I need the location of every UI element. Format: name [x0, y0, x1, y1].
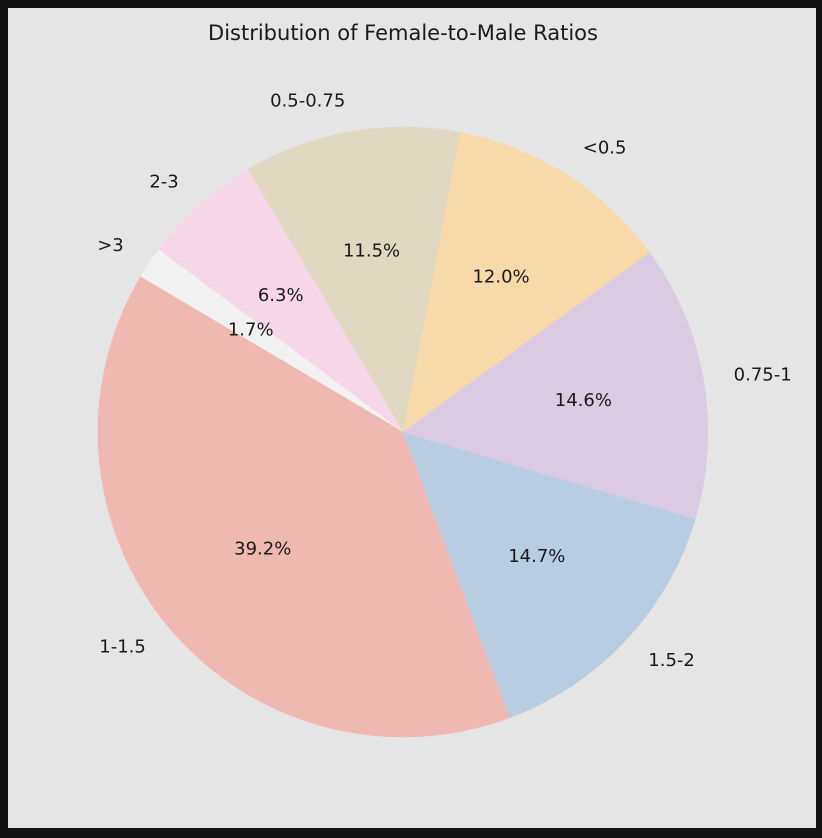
pie-slice-2-3	[158, 169, 404, 433]
category-label: <0.5	[583, 138, 627, 159]
category-label: 0.75-1	[734, 364, 792, 385]
pct-label: 11.5%	[343, 241, 400, 262]
category-label: 1-1.5	[99, 636, 146, 657]
pie-slice-0-5-0-75	[247, 126, 461, 433]
pie-slice-1-5-2	[402, 431, 696, 718]
category-label: 1.5-2	[648, 650, 695, 671]
pct-label: 14.6%	[555, 390, 612, 411]
pie-chart: Distribution of Female-to-Male Ratios 12…	[97, 21, 792, 738]
pct-label: 1.7%	[228, 320, 274, 341]
pie-slices	[97, 126, 709, 738]
pct-label: 12.0%	[472, 266, 529, 287]
category-label: 2-3	[149, 171, 178, 192]
pct-label: 39.2%	[234, 539, 291, 560]
pie-slice-lt-0-5	[402, 132, 651, 433]
pie-slice-0-75-1	[402, 252, 709, 520]
pie-labels: 12.0% <0.5 11.5% 0.5-0.75 6.3% 2-3 1.7% >3 39.2%…	[97, 90, 792, 670]
chart-frame: Distribution of Female-to-Male Ratios 12…	[8, 8, 816, 828]
chart-title: Distribution of Female-to-Male Ratios	[208, 21, 598, 45]
category-label: 0.5-0.75	[270, 90, 345, 111]
pie-slice-1-1-5	[97, 276, 511, 738]
pct-label: 14.7%	[508, 546, 565, 567]
category-label: >3	[97, 235, 124, 256]
pct-label: 6.3%	[258, 285, 304, 306]
